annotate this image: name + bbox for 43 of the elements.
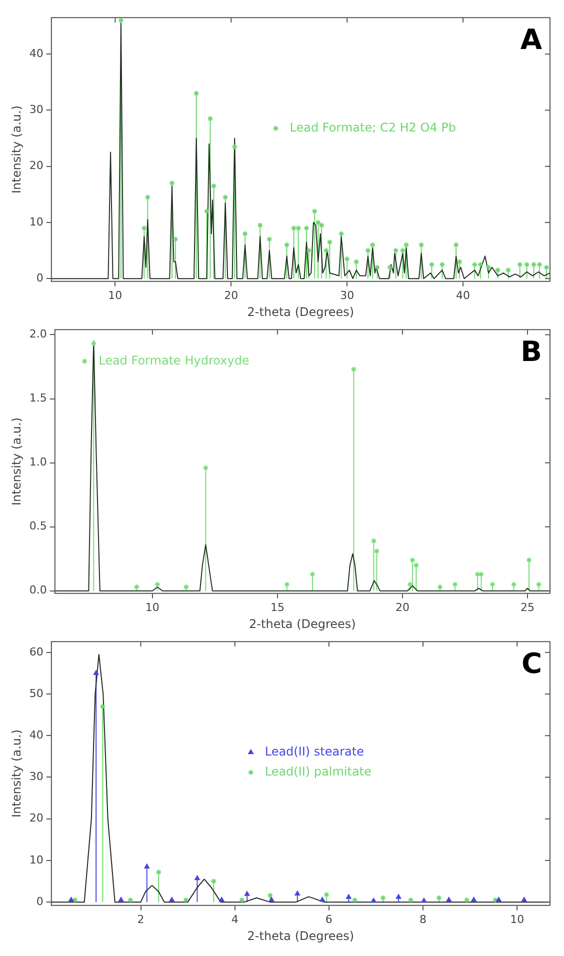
x-tick-label: 40 <box>456 288 470 302</box>
y-tick-label: 0.5 <box>29 520 47 533</box>
x-tick-label: 2 <box>137 912 144 926</box>
annotation: C <box>521 646 542 680</box>
legend-label: Lead Formate; C2 H2 O4 Pb <box>290 120 456 135</box>
legend-label: Lead Formate Hydroxyde <box>98 353 250 368</box>
y-tick-label: 40 <box>29 728 44 742</box>
x-axis-title: 2-theta (Degrees) <box>247 304 354 319</box>
y-tick-label: 2.0 <box>29 328 47 341</box>
y-tick-label: 10 <box>29 853 44 866</box>
x-tick-label: 25 <box>520 600 534 614</box>
y-tick-label: 50 <box>29 686 44 700</box>
x-tick-label: 20 <box>395 600 410 614</box>
x-tick-label: 4 <box>231 912 238 926</box>
y-tick-label: 30 <box>29 770 44 784</box>
y-tick-label: 10 <box>29 215 44 228</box>
legend-label: Lead(II) stearate <box>264 744 364 759</box>
x-tick-label: 10 <box>108 288 122 302</box>
y-tick-label: 1.0 <box>29 456 47 469</box>
annotation: B <box>520 334 542 368</box>
y-tick-label: 30 <box>29 103 44 116</box>
x-tick-label: 6 <box>325 912 332 926</box>
x-tick-label: 30 <box>340 288 354 302</box>
y-axis-title: Intensity (a.u.) <box>9 730 24 818</box>
y-axis-title: Intensity (a.u.) <box>9 418 24 506</box>
y-tick-label: 20 <box>29 812 44 825</box>
annotation: A <box>520 22 542 56</box>
x-tick-label: 10 <box>510 912 524 926</box>
y-tick-label: 0 <box>36 271 44 284</box>
y-tick-label: 40 <box>29 46 44 60</box>
x-axis-title: 2-theta (Degrees) <box>247 928 354 943</box>
y-tick-label: 20 <box>29 159 44 172</box>
y-tick-label: 60 <box>29 645 44 658</box>
x-tick-label: 8 <box>419 912 426 926</box>
x-tick-label: 10 <box>145 600 160 614</box>
y-tick-label: 0 <box>36 894 44 908</box>
y-tick-label: 1.5 <box>29 392 47 405</box>
legend-label: Lead(II) palmitate <box>264 764 372 779</box>
x-axis-title: 2-theta (Degrees) <box>249 616 356 631</box>
x-tick-label: 15 <box>270 600 284 614</box>
y-tick-label: 0.0 <box>29 584 47 597</box>
x-tick-label: 20 <box>224 288 238 302</box>
y-axis-title: Intensity (a.u.) <box>9 106 24 194</box>
